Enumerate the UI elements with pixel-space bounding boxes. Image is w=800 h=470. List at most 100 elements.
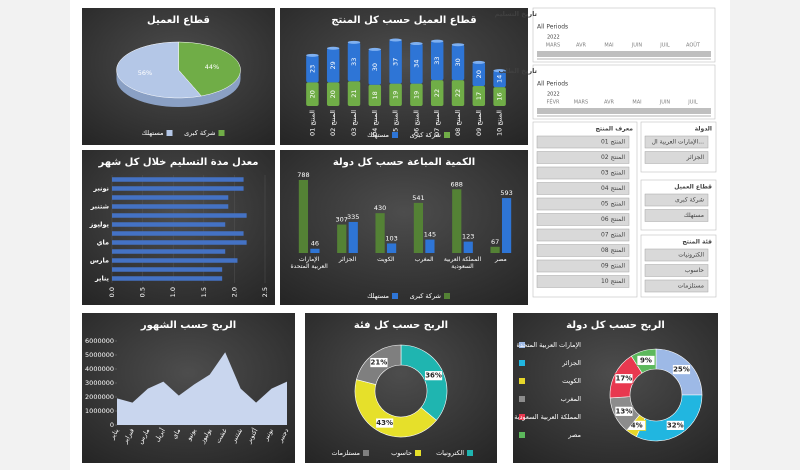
timeline-month[interactable]: MARS: [574, 100, 588, 106]
slicer-item[interactable]: [536, 135, 630, 149]
bar-segment: [306, 82, 319, 106]
y-tick-label: نونبر: [92, 185, 109, 193]
legend-label: مستهلك: [142, 129, 164, 137]
slicer-item[interactable]: [536, 166, 630, 180]
slicer-item[interactable]: [644, 209, 709, 222]
chart-title: الربح حسب الشهور: [140, 320, 236, 331]
slicer-item[interactable]: [536, 259, 630, 273]
slicer-item-label[interactable]: المنتج 07: [601, 232, 625, 239]
y-tick-label: 0: [110, 421, 114, 429]
value-label: 20: [475, 70, 483, 78]
slicer-item-label[interactable]: المنتج 05: [601, 201, 625, 208]
slicer-item[interactable]: [644, 135, 709, 149]
chart-title: قطاع العميل: [147, 15, 210, 26]
legend-label: مستهلك: [367, 131, 389, 139]
value-label: 46: [311, 240, 319, 248]
value-label: 541: [412, 194, 424, 202]
timeline-month[interactable]: JUIN: [631, 43, 643, 49]
y-tick-label: 5000000: [85, 351, 114, 359]
slicer-item[interactable]: [536, 244, 630, 257]
slicer-title: الدولة: [695, 126, 712, 133]
pie-slice: [116, 41, 202, 99]
slicer-item-label[interactable]: مستلزمات: [678, 283, 704, 290]
x-tick-label: 2.0: [230, 287, 238, 297]
slicer-item-label[interactable]: المنتج 03: [601, 170, 625, 177]
legend-label: شركة كبرى: [410, 131, 441, 139]
bar: [310, 248, 320, 253]
legend-label: المملكة العربية السعودية: [514, 413, 581, 421]
value-label: 32%: [667, 421, 684, 429]
bar-segment: [451, 44, 465, 81]
slicer-item-label[interactable]: المنتج 06: [601, 216, 625, 223]
legend-label: مصر: [567, 431, 581, 439]
slicer-item[interactable]: [644, 279, 709, 293]
x-tick-label: المنتج 02: [329, 110, 337, 136]
slicer-item-label[interactable]: مستهلك: [684, 212, 704, 219]
slicer-item-label[interactable]: الإمارات العربية ال...: [652, 139, 704, 146]
bar: [112, 204, 229, 209]
x-tick-label-box: الإمارات العربية المتحدة: [290, 256, 328, 270]
slicer-item[interactable]: [644, 264, 709, 277]
slicer-item[interactable]: [644, 151, 709, 164]
bar: [112, 276, 223, 281]
chart-panel: [280, 8, 528, 145]
x-tick-label: 1.5: [200, 287, 208, 297]
timeline-scroll[interactable]: [537, 58, 711, 60]
value-label: 19: [412, 91, 420, 99]
y-tick-label: 4000000: [85, 365, 114, 373]
slicer-item-label[interactable]: المنتج 08: [601, 247, 625, 254]
timeline-month[interactable]: AOÛT: [686, 42, 701, 49]
value-label: 9%: [640, 356, 652, 364]
slicer-item-label[interactable]: الكترونيات: [678, 252, 704, 259]
x-tick-label: المنتج 01: [308, 110, 316, 136]
x-tick-label: الإمارات العربية المتحدة: [290, 256, 328, 270]
value-label: 21%: [371, 359, 388, 367]
slicer-item-label[interactable]: المنتج 10: [601, 278, 625, 285]
timeline-month[interactable]: JUIL: [659, 43, 670, 49]
timeline-month[interactable]: JUIL: [687, 100, 698, 106]
value-label-box: [614, 405, 634, 417]
y-tick-label: يناير: [94, 275, 109, 283]
bar: [112, 213, 247, 218]
timeline-month[interactable]: AVR: [576, 43, 587, 49]
legend-label: مستلزمات: [331, 449, 360, 457]
slicer-item-label[interactable]: حاسوب: [685, 267, 705, 274]
value-label: 43%: [376, 419, 393, 427]
y-tick-label: 1000000: [85, 407, 114, 415]
value-label: 123: [462, 233, 474, 241]
timeline-month[interactable]: MAI: [604, 43, 613, 49]
timeline-month[interactable]: MARS: [546, 43, 560, 49]
slicer-item[interactable]: [536, 182, 630, 195]
value-label: 33: [433, 56, 441, 64]
slicer-item-label[interactable]: الجزائر: [686, 154, 705, 161]
slicer-item[interactable]: [536, 228, 630, 242]
legend-label: الجزائر: [561, 359, 581, 367]
value-label: 44%: [205, 63, 219, 71]
bar-segment: [326, 48, 340, 83]
x-tick-label: 2.5: [261, 287, 269, 297]
value-label: 23: [308, 65, 316, 73]
timeline-month[interactable]: JUIN: [659, 100, 671, 106]
y-tick-label: 6000000: [85, 337, 114, 345]
timeline-month[interactable]: FÉVR: [547, 98, 560, 106]
slicer-item[interactable]: [536, 197, 630, 211]
timeline-title: تاريخ التسليم: [495, 10, 537, 18]
bar: [413, 202, 424, 253]
timeline-scroll[interactable]: [537, 115, 711, 117]
slicer-item-label[interactable]: شركة كبرى: [675, 197, 704, 204]
slicer-item-label[interactable]: المنتج 04: [601, 185, 625, 192]
slicer-item-label[interactable]: المنتج 01: [601, 139, 625, 146]
slicer-item-label[interactable]: المنتج 02: [601, 154, 625, 161]
timeline-month[interactable]: AVR: [604, 100, 615, 106]
slicer-item[interactable]: [536, 151, 630, 164]
legend-label: شركة كبرى: [410, 292, 441, 300]
slicer-item-label[interactable]: المنتج 09: [601, 263, 625, 270]
timeline-month[interactable]: MAI: [632, 100, 641, 106]
legend-swatch: [519, 396, 525, 402]
slicer-item[interactable]: [536, 275, 630, 288]
slicer-item[interactable]: [644, 248, 709, 262]
slicer-item[interactable]: [536, 213, 630, 226]
chart-title: الربح حسب كل فئة: [354, 320, 448, 331]
slicer-item[interactable]: [644, 193, 709, 207]
